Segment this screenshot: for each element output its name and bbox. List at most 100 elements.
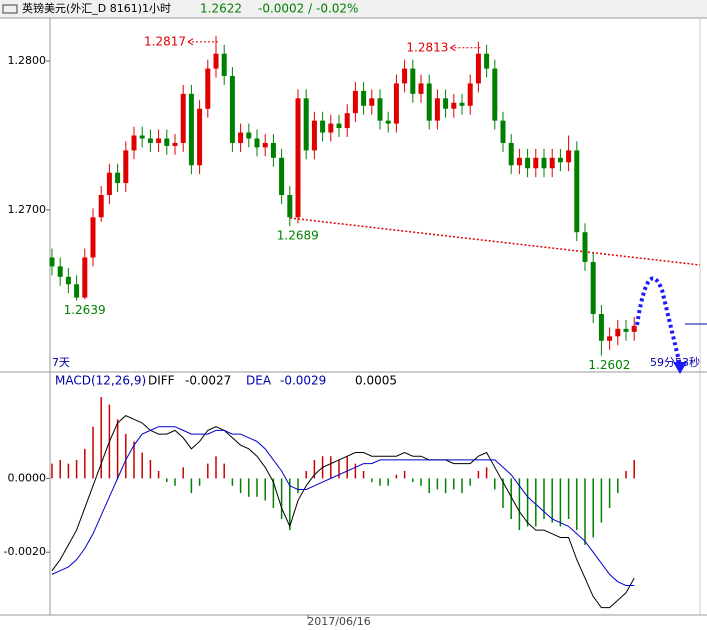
candle-body [467, 83, 473, 106]
candle-body [156, 138, 162, 143]
candle-body [139, 135, 145, 139]
macd-value: 0.0005 [355, 374, 397, 388]
candle-body [623, 328, 629, 332]
candle-body [352, 90, 358, 114]
candle-body [574, 150, 580, 233]
menu-icon[interactable] [2, 4, 18, 14]
candle-body [344, 113, 350, 129]
candle-body [434, 98, 440, 121]
candle-body [361, 90, 367, 106]
candle-body [246, 132, 252, 139]
candle-body [262, 142, 268, 148]
trend-line [289, 217, 701, 266]
candle-body [533, 157, 539, 169]
candle-body [451, 102, 457, 109]
candle-body [287, 195, 293, 218]
candle-body [582, 232, 588, 262]
candle-body [115, 172, 121, 184]
candle-body [369, 98, 375, 106]
macd-title: MACD(12,26,9) [55, 374, 146, 388]
candle-body [311, 120, 317, 151]
candle-body [393, 83, 399, 124]
candle-body [180, 93, 186, 143]
period-label: 7天 [52, 356, 70, 369]
candle-body [516, 157, 522, 166]
macd-line [51, 426, 635, 586]
dea-value: -0.0029 [280, 374, 326, 388]
candle-body [188, 93, 194, 166]
candle-body [492, 68, 498, 121]
candle-body [402, 68, 408, 84]
y-tick-label: 1.2800 [8, 54, 47, 67]
candle-body [541, 157, 547, 169]
candle-body [229, 76, 235, 143]
annotation-arrowhead [187, 38, 194, 46]
macd-line [51, 415, 635, 609]
candle-body [270, 142, 276, 158]
candle-body [106, 172, 112, 195]
y-tick-label: 0.0000 [8, 471, 47, 484]
candle-body [221, 53, 227, 77]
candle-body [410, 68, 416, 94]
y-tick-label: 1.2700 [8, 203, 47, 216]
candle-body [98, 195, 104, 218]
candle-body [213, 53, 219, 69]
candle-body [82, 257, 88, 298]
x-tick-label: 2017/06/16 [307, 615, 370, 628]
candle-body [549, 157, 555, 169]
legend-diff: DIFF [148, 374, 175, 388]
forecast-arrow [635, 276, 682, 366]
candle-body [328, 123, 334, 133]
candle-body [443, 98, 449, 109]
candle-body [459, 102, 465, 106]
candle-body [164, 138, 170, 146]
high-annotation: 1.2817 [144, 34, 186, 48]
candle-body [172, 142, 178, 146]
candle-body [65, 276, 71, 285]
instrument-title: 英镑美元(外汇_D 8161)1小时 [22, 1, 171, 15]
low-annotation: 1.2602 [588, 358, 630, 372]
legend-dea: DEA [246, 374, 272, 388]
y-tick-label: -0.0020 [4, 545, 46, 558]
candle-body [426, 83, 432, 121]
forecast-arrowhead [673, 362, 687, 374]
candle-body [508, 142, 514, 166]
candle-body [90, 217, 96, 258]
candle-body [205, 68, 211, 109]
candle-body [377, 98, 383, 121]
candle-body [197, 108, 203, 166]
candle-body [631, 325, 637, 332]
annotation-arrowhead [450, 44, 456, 52]
candle-body [598, 313, 604, 341]
low-annotation: 1.2639 [64, 303, 106, 317]
candle-body [303, 98, 309, 151]
candle-body [238, 132, 244, 143]
last-price: 1.2622 [200, 2, 242, 16]
candle-body [607, 336, 613, 341]
candle-body [147, 138, 153, 143]
candle-body [57, 266, 63, 277]
candle-body [336, 123, 342, 129]
candle-body [123, 150, 129, 184]
candle-body [590, 261, 596, 314]
top-bar [0, 0, 707, 18]
candle-body [566, 150, 572, 163]
candle-body [615, 328, 621, 337]
candle-body [385, 120, 391, 124]
candle-body [475, 53, 481, 84]
candle-body [254, 138, 260, 148]
candle-body [557, 157, 563, 163]
candle-body [525, 157, 531, 169]
candle-body [320, 120, 326, 133]
candle-body [131, 135, 137, 151]
candle-body [49, 257, 55, 267]
candle-body [295, 98, 301, 218]
price-change: -0.0002 / -0.02% [258, 2, 358, 16]
low-annotation: 1.2689 [277, 229, 319, 243]
candle-body [484, 53, 490, 69]
candle-body [279, 157, 285, 195]
candle-body [500, 120, 506, 143]
candle-body [74, 284, 80, 298]
candle-body [418, 83, 424, 94]
